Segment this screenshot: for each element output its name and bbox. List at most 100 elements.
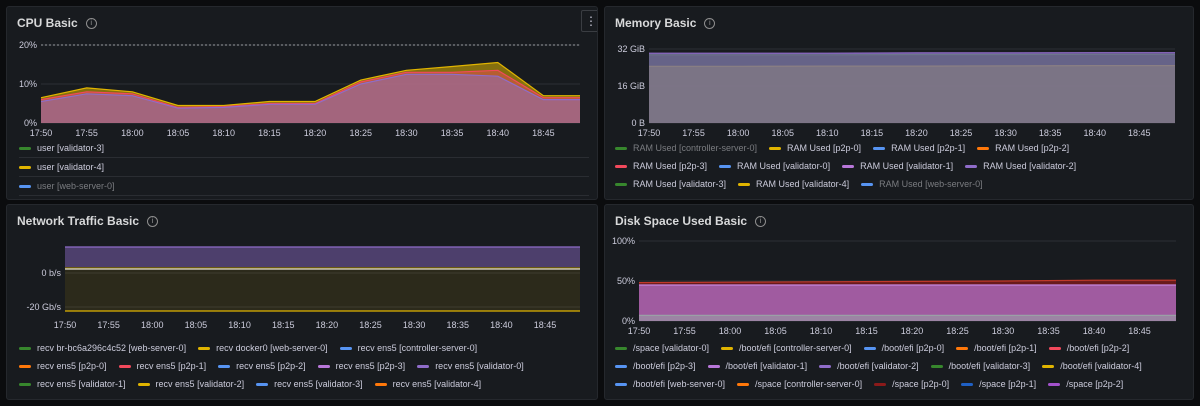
legend-item[interactable]: recv ens5 [validator-0] (417, 361, 524, 371)
legend-swatch (861, 182, 874, 186)
legend-item[interactable]: /space [controller-server-0] (737, 379, 862, 389)
legend-item[interactable]: recv ens5 [validator-2] (137, 379, 244, 389)
cpu-chart[interactable]: 20% 10% 0%17:50 17:55 18:00 18:05 18:10 18:15 18… (7, 7, 598, 145)
legend-item[interactable]: recv ens5 [validator-1] (19, 379, 126, 389)
memory-chart[interactable]: 32 GiB 16 GiB 0 B17:50 17:55 18:00 18:05 18:10… (605, 7, 1194, 145)
legend-label: recv docker0 [web-server-0] (216, 343, 328, 353)
legend-item[interactable]: /boot/efi [p2p-1] (956, 343, 1037, 353)
legend-swatch (721, 346, 734, 350)
legend-item[interactable]: RAM Used [controller-server-0] (615, 143, 757, 153)
legend-item[interactable]: /boot/efi [validator-2] (819, 361, 919, 371)
legend-item[interactable]: RAM Used [validator-3] (615, 179, 726, 189)
legend-item[interactable]: RAM Used [validator-2] (965, 161, 1076, 171)
legend-swatch (417, 364, 430, 368)
y-tick-label: 0 b/s (41, 268, 61, 278)
legend-swatch (961, 382, 974, 386)
legend-item[interactable]: /boot/efi [web-server-0] (615, 379, 725, 389)
series-area[interactable] (639, 285, 1176, 321)
legend-item[interactable]: recv ens5 [controller-server-0] (339, 343, 477, 353)
panel-menu-button[interactable]: ⋮ (581, 10, 597, 32)
network-chart[interactable]: 0 b/s -20 Gb/s 17:50 17:55 18:00 18:05 18:10 18… (7, 205, 598, 341)
legend-label: /boot/efi [p2p-1] (974, 343, 1037, 353)
legend-label: /boot/efi [p2p-3] (633, 361, 696, 371)
panel-title[interactable]: Disk Space Used Basic i (615, 214, 767, 228)
legend-item[interactable]: /space [validator-0] (615, 343, 709, 353)
legend-item[interactable]: /boot/efi [p2p-2] (1048, 343, 1130, 353)
legend-label: RAM Used [p2p-2] (995, 143, 1070, 153)
info-icon[interactable]: i (755, 215, 767, 227)
legend-item[interactable]: user [validator-3] (19, 143, 104, 153)
legend-item[interactable]: /boot/efi [validator-1] (707, 361, 807, 371)
legend-label: RAM Used [validator-3] (633, 179, 727, 189)
panel-title[interactable]: Memory Basic i (615, 16, 716, 30)
legend-label: RAM Used [controller-server-0] (633, 143, 758, 153)
info-icon[interactable]: i (85, 17, 97, 29)
legend-item[interactable]: recv ens5 [validator-3] (256, 379, 363, 389)
legend-label: RAM Used [p2p-1] (891, 143, 966, 153)
x-tick-label: 18:10 (212, 128, 235, 138)
legend-item[interactable]: /boot/efi [validator-4] (1042, 361, 1142, 371)
x-tick-label: 17:55 (673, 326, 696, 336)
series-area[interactable] (41, 74, 580, 123)
legend-label: /boot/efi [validator-3] (948, 361, 1031, 371)
series-line[interactable] (638, 279, 1176, 284)
legend-item[interactable]: RAM Used [validator-4] (738, 179, 849, 189)
series-line[interactable] (40, 61, 580, 107)
series-area[interactable] (639, 315, 1176, 321)
legend-item[interactable]: recv docker0 [web-server-0] (198, 343, 328, 353)
legend-item[interactable]: /boot/efi [validator-3] (930, 361, 1031, 371)
x-tick-label: 18:10 (816, 128, 839, 138)
legend-label: /boot/efi [controller-server-0] (739, 343, 852, 353)
legend-item[interactable]: /space [p2p-0] (874, 379, 949, 389)
disk-chart[interactable]: 100% 50% 0%17:50 17:55 18:00 18:05 18:10 18:15 1… (605, 205, 1194, 341)
legend-item[interactable]: RAM Used [p2p-2] (977, 143, 1069, 153)
panel-title[interactable]: Network Traffic Basic i (17, 214, 159, 228)
legend-item[interactable]: RAM Used [validator-0] (719, 161, 830, 171)
legend-item[interactable]: recv ens5 [p2p-0] (19, 361, 107, 371)
series-area[interactable] (65, 247, 580, 267)
series-line[interactable] (649, 52, 1175, 54)
x-tick-label: 18:05 (185, 320, 208, 330)
x-tick-label: 18:15 (855, 326, 878, 336)
legend-label: recv br-bc6a296c4c52 [web-server-0] (37, 343, 187, 353)
legend-label: /boot/efi [p2p-2] (1066, 343, 1130, 353)
legend-label: user [validator-3] (37, 143, 105, 153)
legend-swatch (615, 346, 627, 350)
legend-label: /boot/efi [validator-2] (837, 361, 919, 371)
legend-item[interactable]: RAM Used [p2p-3] (615, 161, 707, 171)
legend-swatch (19, 364, 31, 368)
panel-title[interactable]: CPU Basic i (17, 16, 97, 30)
series-line[interactable] (40, 73, 580, 109)
legend-item[interactable]: recv ens5 [p2p-3] (317, 361, 405, 371)
legend-item[interactable]: user [validator-4] (19, 162, 104, 172)
legend-item[interactable]: RAM Used [validator-1] (842, 161, 953, 171)
legend-item[interactable]: /space [p2p-1] (961, 379, 1036, 389)
legend-swatch (198, 346, 211, 350)
legend-item[interactable]: RAM Used [web-server-0] (861, 179, 983, 189)
legend-swatch (615, 164, 627, 168)
legend-item[interactable]: RAM Used [p2p-0] (769, 143, 861, 153)
legend-item[interactable]: /boot/efi [p2p-0] (863, 343, 944, 353)
series-area[interactable] (65, 267, 580, 311)
x-tick-label: 18:05 (167, 128, 190, 138)
legend-item[interactable]: recv ens5 [p2p-2] (218, 361, 306, 371)
memory-legend: RAM Used [controller-server-0] RAM Used [… (615, 139, 1185, 193)
series-line[interactable] (40, 69, 580, 109)
panel-title-text: Memory Basic (615, 16, 697, 30)
x-tick-label: 18:20 (304, 128, 327, 138)
legend-item[interactable]: user [web-server-0] (19, 181, 115, 191)
legend-item[interactable]: /boot/efi [controller-server-0] (721, 343, 852, 353)
info-icon[interactable]: i (147, 215, 159, 227)
legend-item[interactable]: /space [p2p-2] (1048, 379, 1123, 389)
series-area[interactable] (649, 52, 1175, 124)
legend-item[interactable]: RAM Used [p2p-1] (873, 143, 965, 153)
legend-item[interactable]: recv ens5 [p2p-1] (118, 361, 206, 371)
legend-item[interactable]: recv br-bc6a296c4c52 [web-server-0] (19, 343, 186, 353)
legend-item[interactable]: recv ens5 [validator-4] (374, 379, 481, 389)
x-tick-label: 18:35 (441, 128, 464, 138)
legend-swatch (615, 146, 627, 150)
legend-label: recv ens5 [validator-1] (37, 379, 126, 389)
info-icon[interactable]: i (704, 17, 716, 29)
legend-row: RAM Used [controller-server-0] RAM Used [… (615, 139, 1185, 157)
legend-item[interactable]: /boot/efi [p2p-3] (615, 361, 696, 371)
